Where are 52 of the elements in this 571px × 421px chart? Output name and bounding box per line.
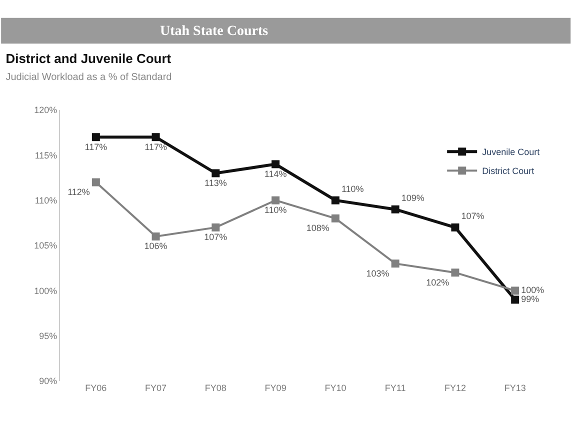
y-tick-label: 90% bbox=[39, 376, 58, 386]
point bbox=[511, 286, 520, 295]
point bbox=[212, 169, 220, 178]
data-label: 106% bbox=[144, 241, 168, 252]
y-tick-label: 100% bbox=[34, 286, 58, 296]
x-tick-label: FY10 bbox=[324, 383, 346, 393]
point bbox=[391, 205, 400, 214]
chart-subtitle: Judicial Workload as a % of Standard bbox=[6, 72, 172, 84]
y-tick-label: 115% bbox=[34, 150, 58, 160]
data-label: 103% bbox=[366, 268, 390, 278]
y-tick-label: 105% bbox=[34, 240, 58, 251]
legend-label: District Court bbox=[482, 166, 535, 176]
point bbox=[451, 223, 460, 232]
point bbox=[152, 232, 160, 240]
point bbox=[212, 223, 220, 232]
data-label: 117% bbox=[144, 142, 167, 152]
legend-label: Juvenile Court bbox=[482, 147, 540, 158]
y-tick-label: 120% bbox=[34, 105, 58, 116]
data-label: 112% bbox=[68, 187, 90, 198]
text: Utah State Courts bbox=[160, 24, 269, 39]
x-tick-label: FY06 bbox=[85, 383, 107, 393]
point bbox=[92, 178, 100, 186]
data-label: 107% bbox=[461, 211, 484, 222]
x-tick-label: FY07 bbox=[145, 383, 167, 393]
data-label: 117% bbox=[84, 142, 108, 152]
x-tick-label: FY13 bbox=[504, 383, 526, 393]
data-label: 108% bbox=[306, 223, 330, 234]
chart-title: District and Juvenile Court bbox=[6, 51, 172, 66]
point bbox=[92, 133, 100, 142]
data-label: 102% bbox=[426, 277, 450, 288]
point bbox=[152, 133, 160, 142]
y-tick-label: 110% bbox=[34, 195, 58, 206]
x-tick-label: FY09 bbox=[264, 383, 286, 393]
data-label: 113% bbox=[204, 178, 227, 188]
point bbox=[451, 268, 460, 277]
y-tick-label: 95% bbox=[39, 330, 58, 341]
data-label: 109% bbox=[401, 193, 424, 204]
point bbox=[511, 296, 520, 304]
x-tick-label: FY11 bbox=[384, 383, 406, 393]
data-label: 110% bbox=[264, 205, 287, 216]
x-tick-label: FY12 bbox=[444, 383, 466, 393]
point bbox=[272, 196, 280, 204]
point bbox=[331, 196, 340, 204]
point bbox=[331, 214, 340, 222]
data-label: 114% bbox=[264, 168, 287, 179]
data-label: 110% bbox=[341, 184, 364, 194]
data-label: 99% bbox=[521, 294, 540, 304]
data-label: 107% bbox=[204, 232, 228, 242]
x-tick-label: FY08 bbox=[204, 383, 226, 393]
data-label: 100% bbox=[521, 284, 544, 295]
point bbox=[272, 160, 280, 168]
point bbox=[391, 260, 400, 268]
